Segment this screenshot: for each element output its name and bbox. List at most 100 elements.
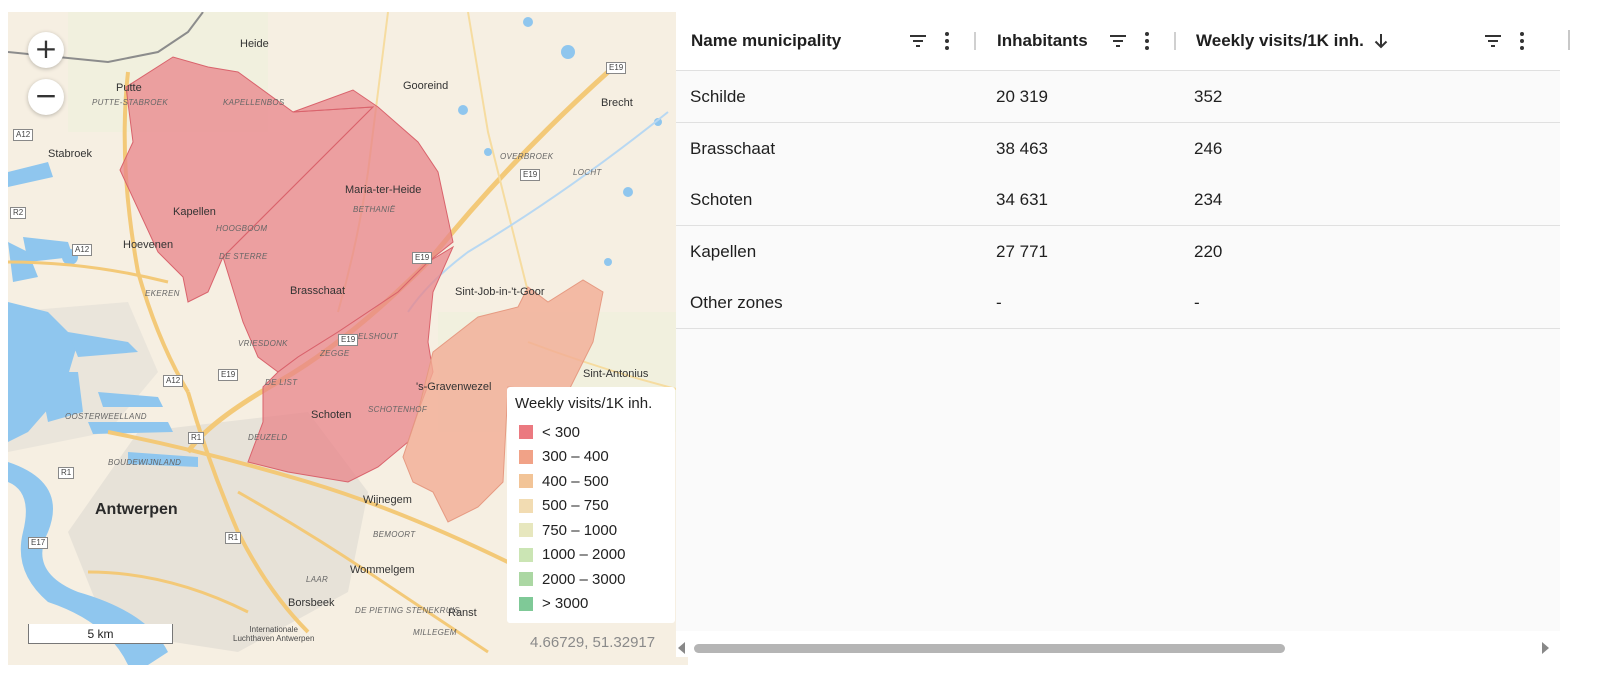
more-vert-icon[interactable] — [1511, 30, 1533, 52]
place-borsbeek: Borsbeek — [288, 597, 335, 609]
cell-visits: - — [1194, 293, 1200, 312]
column-header-inhabitants[interactable]: Inhabitants — [997, 12, 1088, 70]
legend-label: > 3000 — [542, 595, 589, 613]
locality-boudewijn: BOUDEWIJNLAND — [108, 458, 182, 467]
map-basemap[interactable] — [8, 12, 688, 665]
column-header-name[interactable]: Name municipality — [691, 12, 841, 70]
cell-visits: 246 — [1194, 139, 1223, 158]
legend-swatch — [519, 547, 533, 562]
locality-hoogboom: HOOGBOOM — [216, 224, 268, 233]
legend-label: 1000 – 2000 — [542, 546, 626, 564]
legend-label: 2000 – 3000 — [542, 570, 626, 588]
place-antwerpen: Antwerpen — [95, 501, 178, 518]
legend-label: 300 – 400 — [542, 448, 609, 466]
road-shield: E19 — [412, 252, 433, 264]
table-row[interactable]: Other zones - - — [676, 277, 1560, 329]
locality-putte-stabroek: PUTTE-STABROEK — [92, 98, 169, 107]
cell-inhabitants: 34 631 — [996, 190, 1048, 209]
legend-item: 2000 – 3000 — [515, 567, 667, 592]
locality-bethanie: BETHANIË — [353, 205, 396, 214]
legend-label: 500 – 750 — [542, 497, 609, 515]
legend-label: < 300 — [542, 423, 580, 441]
legend-item: 500 – 750 — [515, 494, 667, 519]
cell-inhabitants: - — [996, 293, 1002, 312]
cell-inhabitants: 20 319 — [996, 87, 1048, 106]
locality-oosterweel: OOSTERWEELLAND — [65, 412, 147, 421]
filter-icon[interactable] — [907, 30, 929, 52]
legend-swatch — [519, 596, 533, 611]
table-row[interactable]: Schilde 20 319 352 — [676, 71, 1560, 123]
filter-icon[interactable] — [1107, 30, 1129, 52]
place-wijnegem: Wijnegem — [363, 494, 412, 506]
place-s-gravenwezel: 's-Gravenwezel — [416, 381, 492, 393]
road-shield: E19 — [606, 62, 627, 74]
zoom-in-button[interactable]: + — [28, 32, 64, 68]
table-header: Name municipality Inhabitants Weekly vis… — [676, 12, 1560, 71]
place-gooreind: Gooreind — [403, 80, 449, 92]
column-resize-handle[interactable] — [1174, 32, 1176, 50]
filter-icon[interactable] — [1482, 30, 1504, 52]
table-row[interactable]: Kapellen 27 771 220 — [676, 226, 1560, 278]
cell-visits: 234 — [1194, 190, 1223, 209]
locality-kapellenbos: KAPELLENBOS — [223, 98, 285, 107]
legend-item: 300 – 400 — [515, 445, 667, 470]
legend-item: 750 – 1000 — [515, 518, 667, 543]
road-shield: E19 — [218, 369, 239, 381]
legend-swatch — [519, 474, 533, 489]
place-sint-antonius: Sint-Antonius — [583, 368, 649, 380]
scroll-left-arrow-icon[interactable] — [678, 642, 685, 654]
locality-vriesdonk: VRIESDONK — [238, 339, 288, 348]
horizontal-scrollbar[interactable] — [676, 640, 1560, 656]
cell-name: Kapellen — [690, 242, 757, 261]
legend-swatch — [519, 523, 533, 538]
place-brasschaat: Brasschaat — [290, 285, 346, 297]
road-shield: E19 — [520, 169, 541, 181]
legend-swatch — [519, 498, 533, 513]
locality-zegge: ZEGGE — [320, 349, 350, 358]
cursor-coordinates: 4.66729, 51.32917 — [530, 634, 656, 651]
scrollbar-thumb[interactable] — [694, 644, 1285, 653]
locality-overbroek: OVERBROEK — [500, 152, 554, 161]
table-right-gutter — [1560, 12, 1604, 657]
table-row[interactable]: Schoten 34 631 234 — [676, 174, 1560, 226]
locality-deuzeld: DEUZELD — [248, 433, 288, 442]
column-header-label: Name municipality — [691, 31, 842, 50]
map-legend: Weekly visits/1K inh. < 300 300 – 400 400 … — [507, 387, 675, 623]
locality-elshout: ELSHOUT — [358, 332, 398, 341]
column-header-label: Weekly visits/1K inh. — [1196, 31, 1364, 50]
more-vert-icon[interactable] — [1136, 30, 1158, 52]
place-schoten: Schoten — [311, 409, 352, 421]
road-shield: R1 — [58, 467, 75, 479]
locality-ekeren: EKEREN — [145, 289, 180, 298]
locality-de-list: DE LIST — [265, 378, 298, 387]
more-vert-icon[interactable] — [936, 30, 958, 52]
place-airport: Internationale Luchthaven Antwerpen — [233, 625, 315, 643]
legend-item: < 300 — [515, 420, 667, 445]
place-maria-ter-heide: Maria-ter-Heide — [345, 184, 422, 196]
data-table: Name municipality Inhabitants Weekly vis… — [676, 12, 1604, 657]
scale-bar: 5 km — [28, 624, 173, 644]
locality-schotenhof: SCHOTENHOF — [368, 405, 427, 414]
locality-de-sterre: DE STERRE — [219, 252, 268, 261]
sort-descending-icon[interactable] — [1372, 32, 1390, 50]
column-header-weekly-visits[interactable]: Weekly visits/1K inh. — [1196, 12, 1390, 70]
place-sint-job: Sint-Job-in-'t-Goor — [455, 286, 545, 298]
map-panel[interactable]: Heide Gooreind Brecht Putte Stabroek Hoe… — [8, 12, 688, 665]
legend-swatch — [519, 449, 533, 464]
cell-inhabitants: 27 771 — [996, 242, 1048, 261]
column-header-label: Inhabitants — [997, 31, 1088, 50]
table-row[interactable]: Brasschaat 38 463 246 — [676, 123, 1560, 175]
legend-item: 1000 – 2000 — [515, 543, 667, 568]
zoom-out-button[interactable]: − — [28, 79, 64, 115]
place-heide: Heide — [240, 38, 269, 50]
column-resize-handle[interactable] — [974, 32, 976, 50]
place-brecht: Brecht — [601, 97, 633, 109]
legend-swatch — [519, 425, 533, 440]
place-wommelgem: Wommelgem — [350, 564, 415, 576]
place-ranst: Ranst — [448, 607, 477, 619]
locality-bemoort: BEMOORT — [373, 530, 416, 539]
column-resize-handle[interactable] — [1568, 30, 1570, 50]
road-shield: A12 — [163, 375, 184, 387]
scroll-right-arrow-icon[interactable] — [1542, 642, 1549, 654]
road-shield: A12 — [72, 244, 93, 256]
